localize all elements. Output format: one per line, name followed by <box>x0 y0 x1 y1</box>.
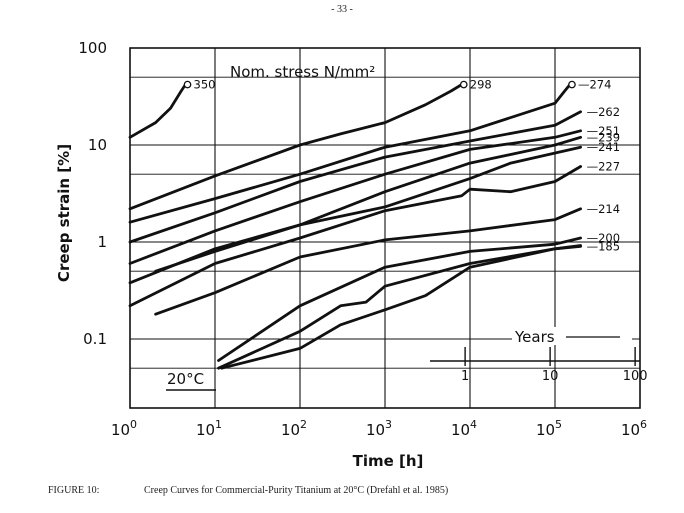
curve-label: —239 <box>587 130 620 144</box>
caption-text: Creep Curves for Commercial-Purity Titan… <box>144 485 449 496</box>
curve-label: —185 <box>587 239 620 253</box>
x-tick-label: 106 <box>621 418 647 439</box>
y-tick-label: 0.1 <box>83 330 107 348</box>
rupture-marker <box>183 80 192 89</box>
rupture-marker <box>568 80 576 89</box>
curve-label: —200 <box>587 231 620 245</box>
x-tick-label: 101 <box>196 418 222 439</box>
plot-frame <box>129 47 641 409</box>
creep-curve <box>128 110 582 244</box>
creep-curve <box>154 135 582 273</box>
years-tick-label: 10 <box>542 369 559 384</box>
years-axis: Years 1 10 100 <box>430 327 648 384</box>
creep-curve <box>220 244 582 370</box>
figure-label: FIGURE 10: <box>48 485 100 496</box>
x-tick-label: 102 <box>281 418 307 439</box>
figure-caption: FIGURE 10: Creep Curves for Commercial-Pu… <box>48 485 448 496</box>
creep-curve <box>128 145 582 285</box>
years-label-bg <box>512 327 632 345</box>
page-number: - 33 - <box>331 4 353 15</box>
x-axis-label: Time [h] <box>353 452 424 470</box>
creep-curve <box>154 207 582 316</box>
y-tick-label: 10 <box>88 136 107 154</box>
chart-title: Nom. stress N/mm² <box>230 63 375 81</box>
creep-curve <box>128 83 187 139</box>
curve-label: —214 <box>587 202 620 216</box>
creep-curve <box>128 83 572 224</box>
temperature-annotation: 20°C <box>166 370 216 391</box>
curve-label: —274 <box>578 78 611 92</box>
temperature-label: 20°C <box>167 370 204 388</box>
creep-curve <box>128 129 582 265</box>
series-layer: 350 298 —274 —262 —251—239—241 —227 —214 —200—1… <box>128 78 620 370</box>
curve-label: —241 <box>587 140 620 154</box>
grid <box>130 48 640 408</box>
curve-label: 298 <box>470 78 492 92</box>
x-tick-label: 100 <box>111 418 137 439</box>
creep-curve <box>217 236 582 362</box>
curve-label: —251 <box>587 124 620 138</box>
years-axis-label: Years <box>514 328 555 346</box>
curve-label: —262 <box>587 105 620 119</box>
x-tick-label: 105 <box>536 418 562 439</box>
creep-curve <box>128 165 582 308</box>
y-tick-label: 100 <box>78 39 107 57</box>
y-tick-label: 1 <box>97 233 107 251</box>
creep-chart: 350 298 —274 —262 —251—239—241 —227 —214 —200—1… <box>55 39 648 470</box>
years-tick-label: 1 <box>461 369 469 384</box>
curve-label: —227 <box>587 160 620 174</box>
x-tick-label: 103 <box>366 418 392 439</box>
curve-label: 350 <box>194 78 216 92</box>
creep-curve <box>128 83 464 211</box>
years-tick-label: 100 <box>623 369 648 384</box>
rupture-marker <box>459 80 468 89</box>
y-axis-label: Creep strain [%] <box>55 144 73 282</box>
x-tick-label: 104 <box>451 418 477 439</box>
